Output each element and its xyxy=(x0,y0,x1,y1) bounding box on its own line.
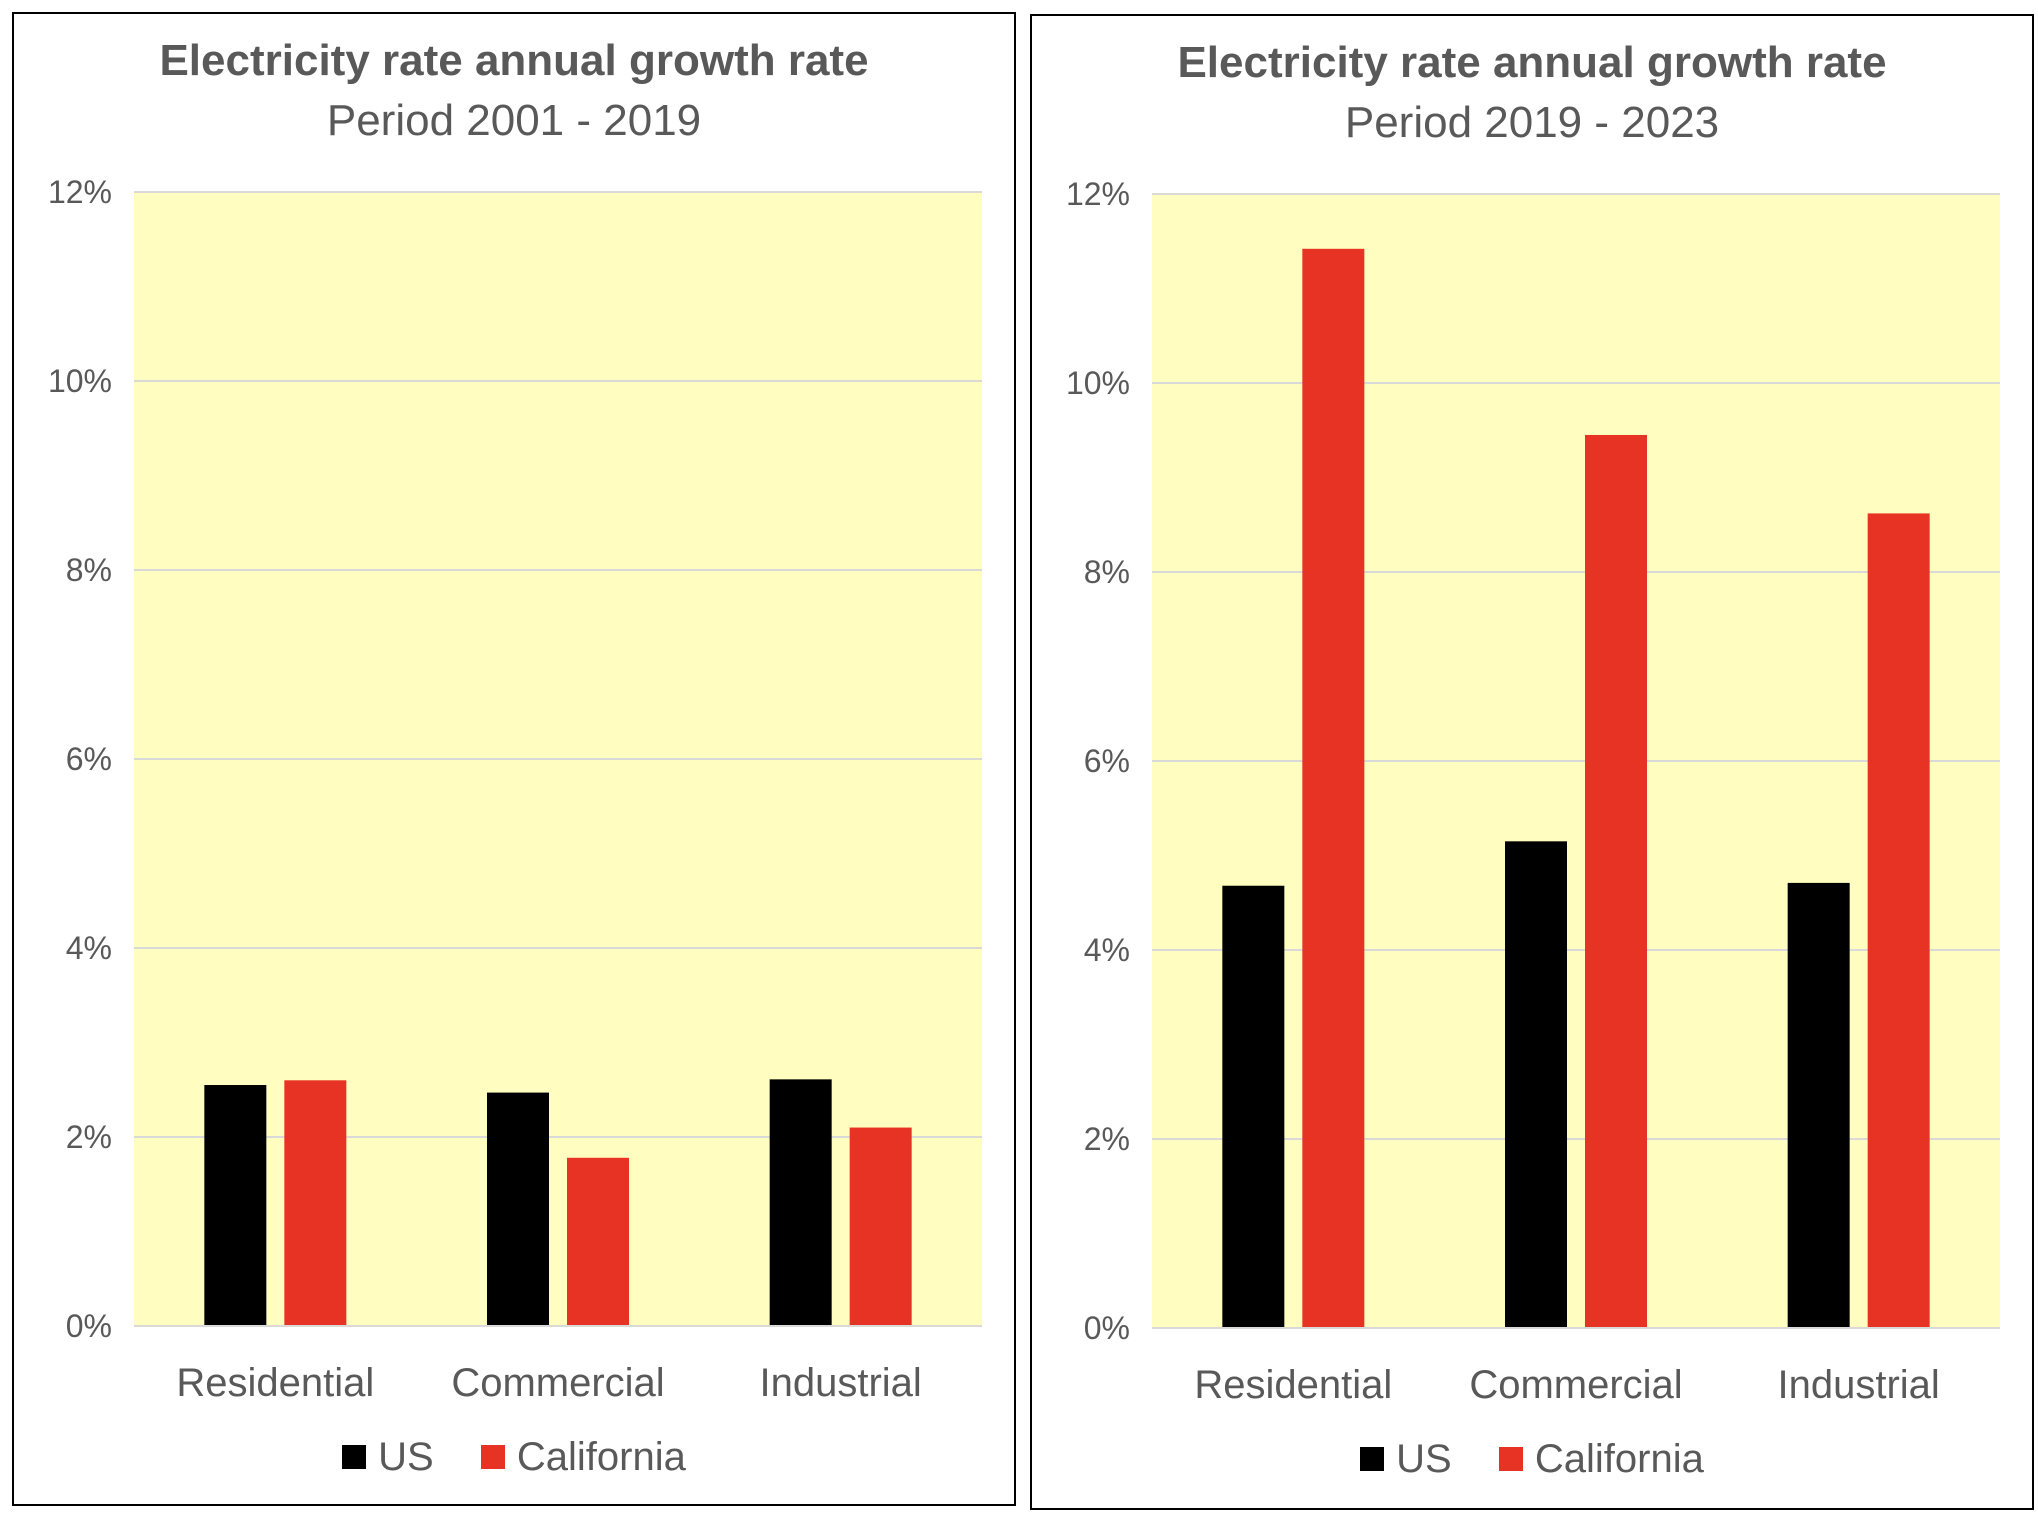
x-category-label: Commercial xyxy=(1469,1363,1682,1407)
chart-panel-right: Electricity rate annual growth rate Peri… xyxy=(1030,14,2034,1510)
y-tick-label: 2% xyxy=(1084,1121,1130,1157)
legend-swatch-california xyxy=(1499,1447,1523,1471)
bar-california-commercial xyxy=(1585,435,1647,1328)
x-category-label: Industrial xyxy=(760,1361,922,1405)
bar-us-commercial xyxy=(1505,841,1567,1328)
y-tick-label: 10% xyxy=(1066,365,1130,401)
legend-item-us: US xyxy=(342,1435,434,1480)
bar-california-industrial xyxy=(1868,513,1930,1328)
legend-label-california: California xyxy=(1535,1437,1704,1482)
legend-swatch-california xyxy=(481,1445,505,1469)
y-tick-label: 2% xyxy=(66,1119,112,1155)
bar-us-industrial xyxy=(1788,883,1850,1328)
bar-california-industrial xyxy=(850,1128,912,1326)
bar-us-commercial xyxy=(487,1093,549,1326)
legend-label-us: US xyxy=(378,1435,434,1480)
y-tick-label: 4% xyxy=(66,930,112,966)
bar-us-industrial xyxy=(770,1079,832,1326)
y-tick-label: 4% xyxy=(1084,932,1130,968)
y-tick-label: 8% xyxy=(66,552,112,588)
x-category-label: Residential xyxy=(1194,1363,1392,1407)
legend-item-california: California xyxy=(1499,1437,1704,1482)
x-category-label: Residential xyxy=(176,1361,374,1405)
bar-chart-2019-2023: 0% 2% 4% 6% 8% 10% 12% Residential Commercial Ind… xyxy=(1032,16,2032,1506)
y-tick-label: 8% xyxy=(1084,554,1130,590)
bar-california-residential xyxy=(1302,249,1364,1328)
bar-california-residential xyxy=(284,1080,346,1326)
y-tick-label: 6% xyxy=(66,741,112,777)
y-tick-label: 10% xyxy=(48,363,112,399)
y-tick-label: 6% xyxy=(1084,743,1130,779)
x-category-label: Commercial xyxy=(451,1361,664,1405)
x-category-label: Industrial xyxy=(1778,1363,1940,1407)
legend-label-us: US xyxy=(1396,1437,1452,1482)
y-tick-label: 0% xyxy=(66,1308,112,1344)
y-tick-label: 12% xyxy=(1066,176,1130,212)
legend-swatch-us xyxy=(342,1445,366,1469)
bar-us-residential xyxy=(204,1085,266,1326)
bar-california-commercial xyxy=(567,1158,629,1326)
bar-us-residential xyxy=(1222,886,1284,1328)
legend-item-california: California xyxy=(481,1435,686,1480)
legend: US California xyxy=(1032,1436,2032,1482)
bar-chart-2001-2019: 0% 2% 4% 6% 8% 10% 12% Residential Commercial Ind… xyxy=(14,14,1014,1504)
y-tick-label: 12% xyxy=(48,174,112,210)
chart-panel-left: Electricity rate annual growth rate Peri… xyxy=(12,12,1016,1506)
legend-label-california: California xyxy=(517,1435,686,1480)
legend-item-us: US xyxy=(1360,1437,1452,1482)
legend-swatch-us xyxy=(1360,1447,1384,1471)
legend: US California xyxy=(14,1434,1014,1480)
y-tick-label: 0% xyxy=(1084,1310,1130,1346)
